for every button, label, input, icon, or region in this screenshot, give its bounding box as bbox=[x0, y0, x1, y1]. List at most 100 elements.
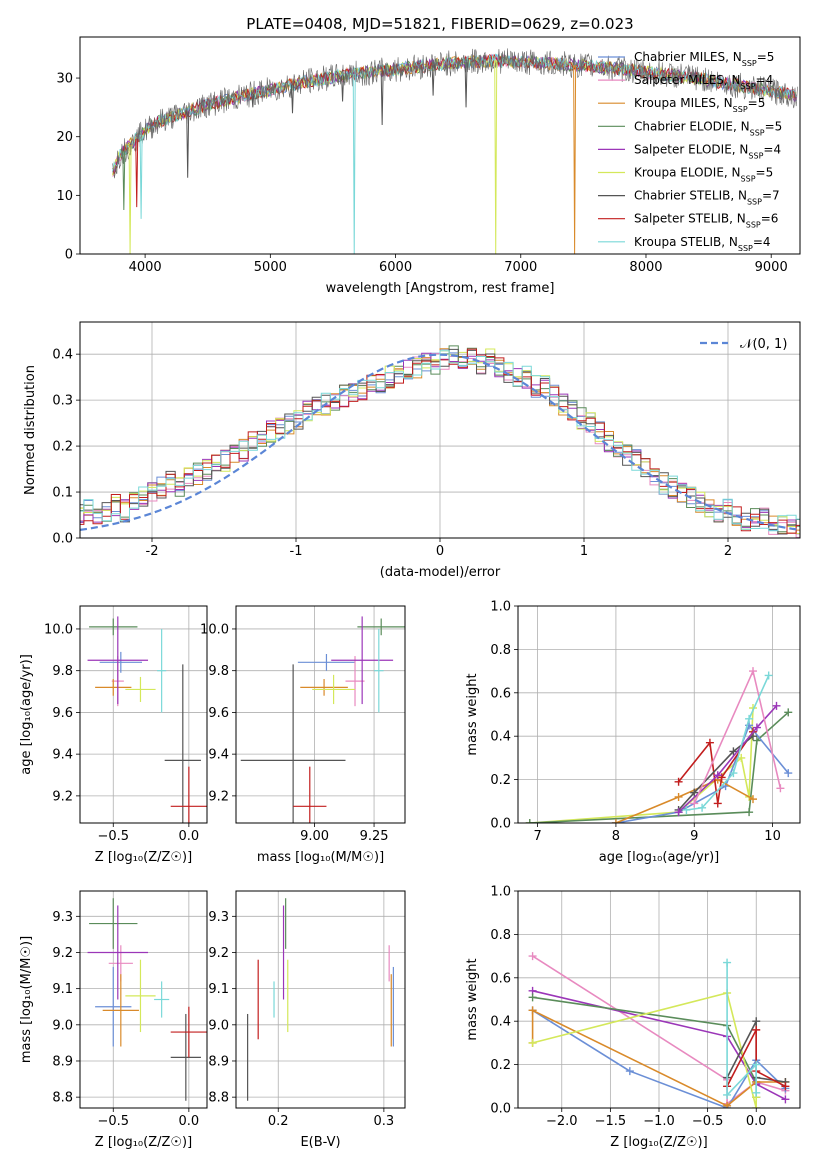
age_vs_mass-points bbox=[240, 616, 405, 823]
y-tick-label: 10.0 bbox=[44, 622, 73, 637]
legend-label: Kroupa MILES, NSSP=5 bbox=[634, 96, 765, 114]
x-tick-label: 0 bbox=[436, 544, 444, 559]
y-tick-label: 9.4 bbox=[52, 748, 73, 763]
y-tick-label: 0.6 bbox=[490, 971, 511, 986]
y-tick-label: 8.9 bbox=[208, 1054, 229, 1069]
absorption-spike bbox=[341, 75, 345, 102]
y-tick-label: 9.6 bbox=[208, 706, 229, 721]
y-tick-label: 9.1 bbox=[52, 982, 73, 997]
y-tick-label: 0 bbox=[65, 248, 73, 263]
y-tick-label: 9.2 bbox=[52, 789, 73, 804]
plus-marker bbox=[611, 819, 620, 823]
y-tick-label: 9.0 bbox=[52, 1018, 73, 1033]
legend-label: Salpeter ELODIE, NSSP=4 bbox=[634, 142, 781, 160]
absorption-spike bbox=[431, 64, 435, 96]
absorption-spike bbox=[128, 144, 132, 254]
y-tick-label: 8.9 bbox=[52, 1054, 73, 1069]
weight-line bbox=[532, 1009, 786, 1108]
absorption-spike bbox=[139, 134, 143, 219]
charts-container: 4000 5000 6000 7000 8000 90000102030wavelengt… bbox=[19, 36, 801, 1150]
plus-marker bbox=[772, 701, 781, 710]
y-axis-label: mass weight bbox=[465, 958, 480, 1040]
y-tick-label: 1.0 bbox=[490, 885, 511, 900]
x-tick-label: 5000 bbox=[254, 260, 287, 275]
plus-marker bbox=[729, 769, 738, 778]
x-tick-label: 4000 bbox=[129, 260, 162, 275]
x-axis-label: mass [log₁₀(M/M☉)] bbox=[257, 850, 384, 865]
error-bar-point bbox=[374, 628, 384, 713]
weight-series bbox=[525, 703, 757, 823]
error-bar-point bbox=[89, 618, 138, 636]
weight-line bbox=[529, 711, 789, 823]
y-tick-label: 8.8 bbox=[52, 1091, 73, 1106]
weight-series bbox=[682, 671, 773, 814]
mass_vs_Z-axes: −0.5 0.0 8.8 8.9 9.0 9.1 9.2 9.3 Z [log₁₀(Z/Z☉)]… bbox=[19, 891, 207, 1150]
absorption-spike bbox=[494, 60, 498, 254]
plus-marker bbox=[723, 958, 732, 967]
plus-marker bbox=[764, 671, 773, 680]
x-tick-label: −0.5 bbox=[97, 829, 129, 844]
spectrum-lines bbox=[112, 48, 798, 254]
legend-label: Salpeter STELIB, NSSP=6 bbox=[634, 212, 778, 230]
x-tick-label: −1.0 bbox=[643, 1114, 675, 1129]
weight-series bbox=[528, 988, 761, 1108]
axes-frame bbox=[79, 36, 801, 255]
plus-marker bbox=[682, 805, 691, 814]
x-axis-label: wavelength [Angstrom, rest frame] bbox=[326, 281, 555, 296]
weight-line bbox=[532, 992, 757, 1108]
y-tick-label: 0.2 bbox=[490, 1058, 511, 1073]
error-bar-point bbox=[102, 974, 139, 1047]
error-bar-point bbox=[345, 656, 365, 707]
absorption-spike bbox=[290, 84, 294, 114]
y-tick-label: 0.8 bbox=[490, 928, 511, 943]
x-tick-label: 7 bbox=[533, 829, 541, 844]
y-tick-label: 9.1 bbox=[208, 982, 229, 997]
x-tick-label: 8 bbox=[612, 829, 620, 844]
absorption-spike bbox=[135, 138, 139, 208]
plus-marker bbox=[749, 667, 757, 676]
plus-marker bbox=[690, 788, 699, 797]
x-tick-label: -1 bbox=[290, 544, 303, 559]
x-tick-label: 0.0 bbox=[746, 1114, 767, 1129]
plus-marker bbox=[749, 795, 757, 804]
plus-marker bbox=[752, 1088, 761, 1097]
y-axis-label: mass weight bbox=[465, 673, 480, 755]
plus-marker bbox=[784, 708, 793, 717]
x-tick-label: 9000 bbox=[755, 260, 788, 275]
absorption-spike bbox=[122, 150, 126, 211]
x-tick-label: 0.0 bbox=[179, 829, 200, 844]
spectrum-axes: 4000 5000 6000 7000 8000 9000 0 10 20 30 wavelengt… bbox=[56, 72, 787, 296]
plus-marker bbox=[525, 819, 534, 823]
weight_vs_age-series bbox=[525, 667, 793, 823]
plus-marker bbox=[625, 1067, 634, 1076]
axes-frame bbox=[235, 605, 406, 824]
histogram-steps bbox=[80, 345, 800, 538]
spectrum-legend: Chabrier MILES, NSSP=5 Salpeter MILES, NS… bbox=[598, 50, 782, 252]
absorption-spike bbox=[352, 74, 356, 254]
y-tick-label: 0.4 bbox=[52, 348, 73, 363]
y-tick-label: 0.2 bbox=[52, 440, 73, 455]
plus-marker bbox=[528, 1006, 537, 1015]
x-tick-label: 2 bbox=[724, 544, 732, 559]
y-tick-label: 9.4 bbox=[208, 748, 229, 763]
y-tick-label: 9.2 bbox=[52, 946, 73, 961]
y-tick-label: 0.4 bbox=[490, 1015, 511, 1030]
axes-frame bbox=[235, 890, 406, 1109]
axes-frame bbox=[79, 605, 208, 824]
x-tick-label: 9 bbox=[690, 829, 698, 844]
error-bar-point bbox=[99, 651, 142, 673]
error-bar-point bbox=[157, 628, 167, 713]
mass_vs_ebv-points bbox=[247, 898, 394, 1101]
x-tick-label: 0.2 bbox=[268, 1114, 289, 1129]
y-tick-label: 20 bbox=[56, 130, 73, 145]
error-bar-point bbox=[89, 898, 138, 949]
y-tick-label: 0.8 bbox=[490, 643, 511, 658]
x-tick-label: −2.0 bbox=[546, 1114, 578, 1129]
weight-line bbox=[615, 778, 754, 823]
error-bar-point bbox=[293, 766, 327, 823]
error-bar-point bbox=[331, 616, 394, 705]
plus-marker bbox=[781, 1082, 790, 1091]
plus-marker bbox=[698, 803, 707, 812]
y-tick-label: 0.0 bbox=[490, 817, 511, 832]
